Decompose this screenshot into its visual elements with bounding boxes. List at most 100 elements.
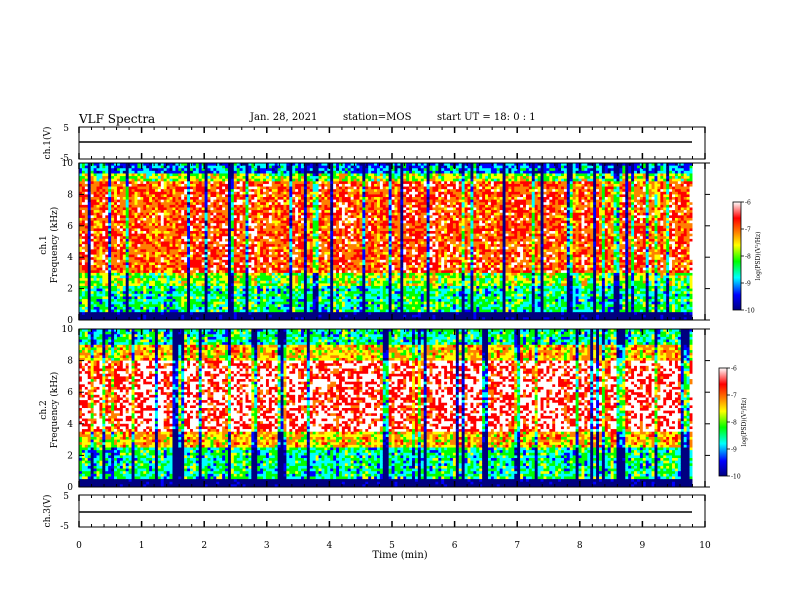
- spectrogram-cell: [129, 168, 132, 171]
- spectrogram-cell: [105, 268, 108, 271]
- spectrogram-cell: [102, 221, 105, 224]
- spectrogram-cell: [117, 307, 120, 310]
- spectrogram-cell: [117, 257, 120, 260]
- spectrogram-cell: [135, 310, 138, 313]
- spectrogram-cell: [97, 294, 100, 297]
- spectrogram-cell: [132, 168, 135, 171]
- spectrogram-cell: [85, 273, 88, 276]
- spectrogram-cell: [97, 242, 100, 245]
- spectrogram-cell: [91, 252, 94, 255]
- spectrogram-cell: [105, 221, 108, 224]
- spectrogram-cell: [108, 239, 111, 242]
- spectrogram-cell: [129, 236, 132, 239]
- spectrogram-cell: [120, 231, 123, 234]
- spectrogram-cell: [117, 312, 120, 315]
- spectrogram-cell: [126, 192, 129, 195]
- spectrogram-cell: [94, 187, 97, 190]
- spectrogram-cell: [108, 171, 111, 174]
- spectrogram-cell: [132, 273, 135, 276]
- spectrogram-cell: [120, 184, 123, 187]
- spectrogram-cell: [108, 192, 111, 195]
- spectrogram-cell: [85, 242, 88, 245]
- spectrogram-cell: [94, 278, 97, 281]
- spectrogram-cell: [108, 205, 111, 208]
- spectrogram-cell: [97, 276, 100, 279]
- spectrogram-cell: [94, 231, 97, 234]
- spectrogram-cell: [129, 249, 132, 252]
- spectrogram-cell: [105, 236, 108, 239]
- spectrogram-cell: [88, 189, 91, 192]
- spectrogram-cell: [117, 171, 120, 174]
- spectrogram-cell: [105, 226, 108, 229]
- spectrogram-cell: [126, 202, 129, 205]
- spectrogram-cell: [117, 207, 120, 210]
- spectrogram-cell: [126, 299, 129, 302]
- spectrogram-cell: [111, 228, 114, 231]
- spectrogram-cell: [88, 312, 91, 315]
- spectrogram-cell: [82, 231, 85, 234]
- spectrogram-cell: [129, 226, 132, 229]
- spectrogram-cell: [135, 226, 138, 229]
- spectrogram-cell: [82, 265, 85, 268]
- spectrogram-cell: [129, 299, 132, 302]
- spectrogram-cell: [114, 207, 117, 210]
- spectrogram-cell: [126, 312, 129, 315]
- spectrogram-cell: [129, 247, 132, 250]
- spectrogram-cell: [99, 268, 102, 271]
- spectrogram-cell: [120, 192, 123, 195]
- spectrogram-cell: [123, 302, 126, 305]
- spectrogram-cell: [108, 296, 111, 299]
- spectrogram-cell: [94, 234, 97, 237]
- spectrogram-cell: [105, 262, 108, 265]
- spectrogram-cell: [99, 302, 102, 305]
- spectrogram-cell: [99, 276, 102, 279]
- spectrogram-cell: [108, 228, 111, 231]
- spectrogram-cell: [132, 247, 135, 250]
- spectrogram-cell: [120, 244, 123, 247]
- spectrogram-cell: [126, 166, 129, 169]
- spectrogram-cell: [108, 166, 111, 169]
- spectrogram-cell: [88, 296, 91, 299]
- spectrogram-cell: [102, 187, 105, 190]
- spectrogram-cell: [97, 286, 100, 289]
- spectrogram-cell: [123, 189, 126, 192]
- spectrogram-cell: [82, 176, 85, 179]
- spectrogram-cell: [111, 181, 114, 184]
- spectrogram-cell: [88, 181, 91, 184]
- spectrogram-cell: [91, 187, 94, 190]
- spectrogram-cell: [94, 304, 97, 307]
- spectrogram-cell: [99, 296, 102, 299]
- spectrogram-cell: [82, 249, 85, 252]
- spectrogram-cell: [85, 307, 88, 310]
- spectrogram-cell: [132, 304, 135, 307]
- spectrogram-cell: [111, 231, 114, 234]
- spectrogram-cell: [120, 181, 123, 184]
- spectrogram-cell: [88, 315, 91, 318]
- spectrogram-cell: [111, 215, 114, 218]
- spectrogram-cell: [102, 181, 105, 184]
- spectrogram-cell: [94, 223, 97, 226]
- spectrogram-cell: [129, 304, 132, 307]
- spectrogram-cell: [88, 194, 91, 197]
- spectrogram-cell: [91, 304, 94, 307]
- spectrogram-cell: [108, 276, 111, 279]
- spectrogram-cell: [132, 221, 135, 224]
- spectrogram-cell: [126, 262, 129, 265]
- spectrogram-cell: [108, 242, 111, 245]
- spectrogram-cell: [114, 294, 117, 297]
- spectrogram-cell: [135, 260, 138, 263]
- spectrogram-cell: [94, 205, 97, 208]
- spectrogram-cell: [97, 192, 100, 195]
- spectrogram-cell: [126, 221, 129, 224]
- spectrogram-cell: [129, 262, 132, 265]
- spectrogram-cell: [85, 283, 88, 286]
- spectrogram-cell: [85, 310, 88, 313]
- spectrogram-cell: [129, 234, 132, 237]
- spectrogram-cell: [85, 194, 88, 197]
- spectrogram-cell: [97, 218, 100, 221]
- spectrogram-cell: [114, 184, 117, 187]
- spectrogram-cell: [91, 286, 94, 289]
- spectrogram-cell: [135, 171, 138, 174]
- spectrogram-cell: [99, 289, 102, 292]
- spectrogram-cell: [105, 257, 108, 260]
